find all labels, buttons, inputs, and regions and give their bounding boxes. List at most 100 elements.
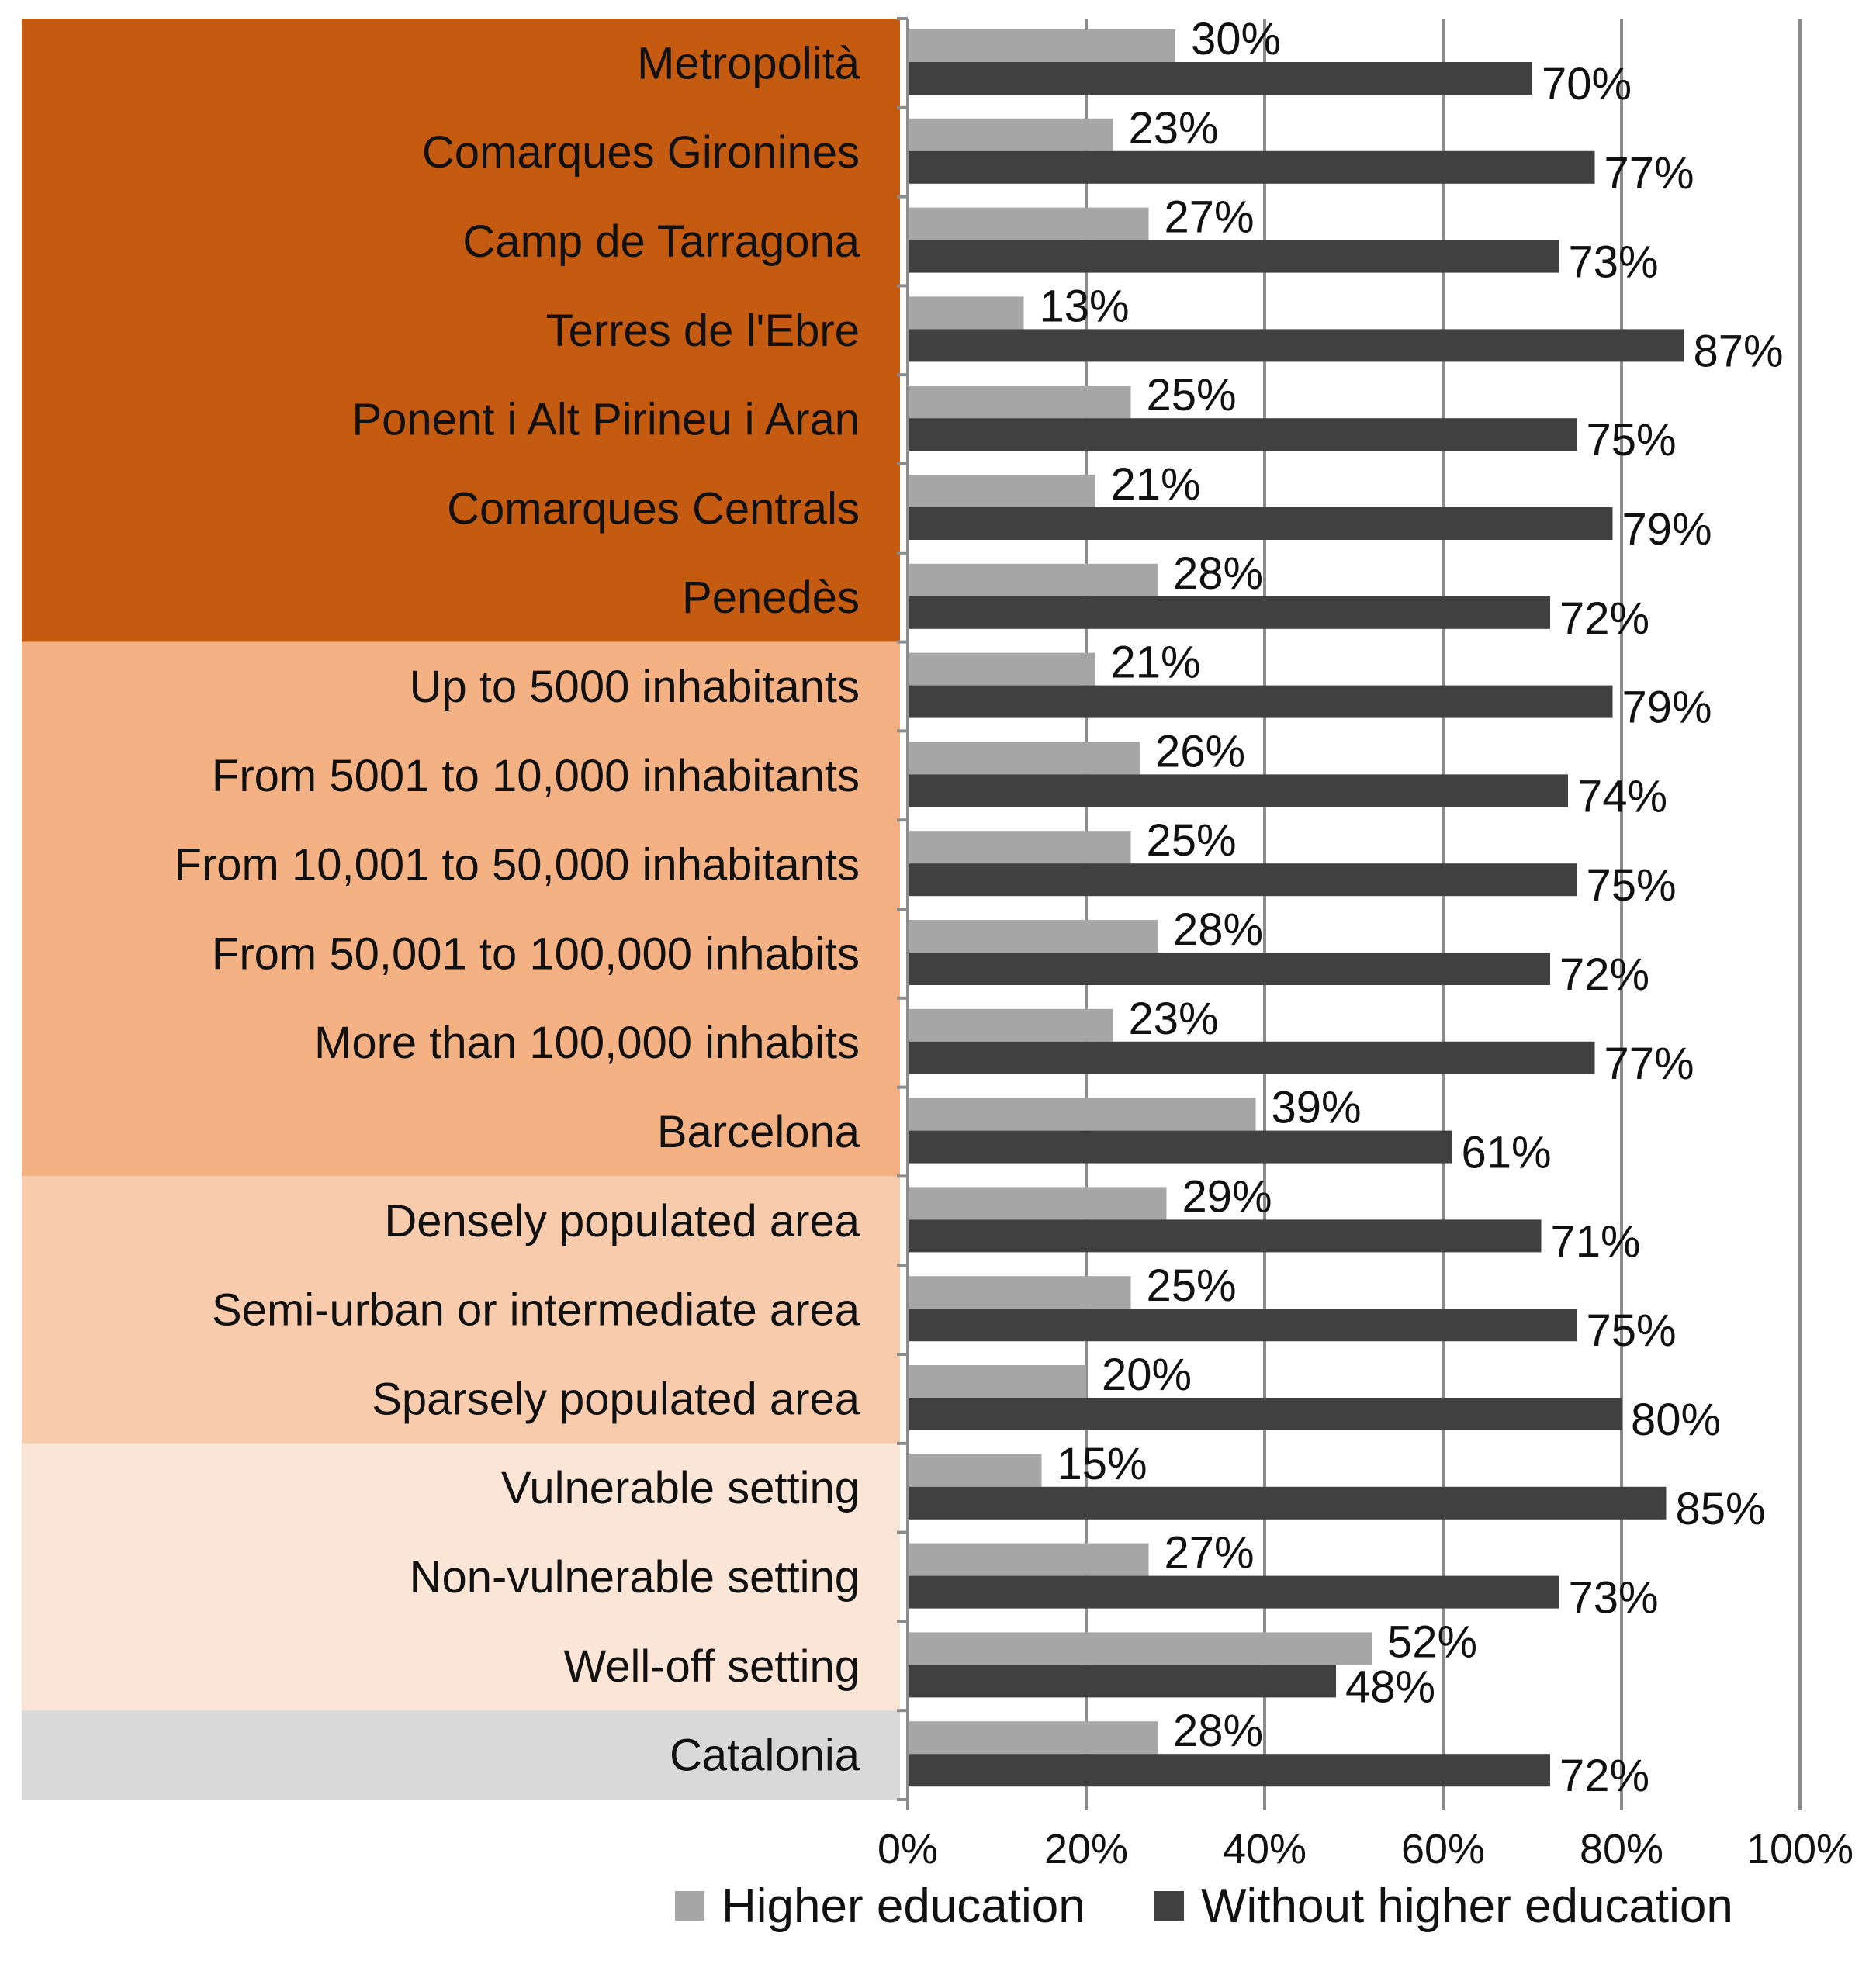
bar-higher-education <box>908 652 1095 686</box>
x-tick-label: 40% <box>1223 1826 1307 1872</box>
data-label-without-higher-education: 72% <box>1559 949 1649 1000</box>
data-label-higher-education: 27% <box>1165 192 1255 243</box>
data-label-higher-education: 23% <box>1129 994 1219 1044</box>
category-group-band <box>22 1443 900 1711</box>
bar-higher-education <box>908 1543 1149 1576</box>
x-tick-label: 0% <box>877 1826 938 1872</box>
bar-higher-education <box>908 296 1024 330</box>
data-label-higher-education: 13% <box>1040 281 1130 331</box>
category-label: From 10,001 to 50,000 inhabitants <box>175 840 860 890</box>
x-tick-label: 80% <box>1580 1826 1663 1872</box>
bar-higher-education <box>908 118 1113 151</box>
data-label-without-higher-education: 75% <box>1587 415 1677 465</box>
bar-higher-education <box>908 1365 1086 1398</box>
data-labels: 30% 70% 23% 77% 27% 73% 13% 87% 25% 75% 21% 79% 28% 7… <box>1040 14 1784 1801</box>
category-group-band <box>22 1710 900 1800</box>
category-label: Comarques Gironines <box>422 127 860 178</box>
bar-without-higher-education <box>908 685 1613 718</box>
category-label: Well-off setting <box>564 1641 860 1692</box>
data-label-higher-education: 39% <box>1272 1083 1362 1133</box>
data-label-higher-education: 27% <box>1165 1528 1255 1578</box>
bar-higher-education <box>908 831 1131 864</box>
data-label-higher-education: 28% <box>1173 904 1263 955</box>
data-label-higher-education: 52% <box>1387 1616 1477 1667</box>
legend-swatch <box>1154 1891 1184 1921</box>
category-labels: Metropolità Comarques Gironines Camp de Ta… <box>175 38 860 1780</box>
data-label-without-higher-education: 75% <box>1587 1305 1677 1356</box>
category-label: Comarques Centrals <box>447 483 860 534</box>
bar-higher-education <box>908 1454 1042 1487</box>
category-label: Barcelona <box>657 1107 860 1157</box>
data-label-without-higher-education: 87% <box>1694 326 1784 376</box>
bars <box>908 29 1684 1787</box>
data-label-without-higher-education: 73% <box>1569 237 1659 288</box>
category-label: Vulnerable setting <box>501 1463 860 1513</box>
bar-higher-education <box>908 475 1095 507</box>
bar-without-higher-education <box>908 953 1550 985</box>
data-label-without-higher-education: 75% <box>1587 860 1677 911</box>
bar-without-higher-education <box>908 507 1613 540</box>
data-label-higher-education: 28% <box>1173 1706 1263 1756</box>
data-label-without-higher-education: 80% <box>1631 1395 1721 1445</box>
data-label-without-higher-education: 79% <box>1622 683 1712 733</box>
bar-without-higher-education <box>908 596 1550 629</box>
bar-without-higher-education <box>908 240 1559 273</box>
bar-without-higher-education <box>908 1575 1559 1609</box>
bar-without-higher-education <box>908 1130 1452 1164</box>
x-tick-label: 20% <box>1044 1826 1128 1872</box>
category-label: Metropolità <box>637 38 860 88</box>
category-group-band <box>22 19 900 642</box>
data-label-without-higher-education: 85% <box>1676 1484 1766 1534</box>
bar-without-higher-education <box>908 1309 1577 1342</box>
data-label-without-higher-education: 71% <box>1551 1216 1641 1267</box>
category-label: Densely populated area <box>384 1196 860 1247</box>
category-group-band <box>22 641 900 1177</box>
category-label: More than 100,000 inhabits <box>314 1018 860 1068</box>
bar-higher-education <box>908 207 1149 240</box>
category-group-band <box>22 1176 900 1444</box>
category-label: Penedès <box>682 572 860 623</box>
bar-higher-education <box>908 1276 1131 1309</box>
category-label: Sparsely populated area <box>372 1374 860 1424</box>
x-tick-label: 100% <box>1746 1826 1854 1872</box>
data-label-higher-education: 21% <box>1111 638 1201 688</box>
legend-label: Without higher education <box>1201 1879 1733 1933</box>
category-label: Non-vulnerable setting <box>410 1552 860 1603</box>
bar-without-higher-education <box>908 863 1577 897</box>
bar-without-higher-education <box>908 1754 1550 1787</box>
legend-swatch <box>675 1891 704 1921</box>
bar-without-higher-education <box>908 1486 1667 1520</box>
data-label-higher-education: 26% <box>1155 726 1245 776</box>
bar-higher-education <box>908 29 1175 62</box>
data-label-higher-education: 30% <box>1191 14 1281 64</box>
y-axis <box>897 17 1802 1810</box>
data-label-without-higher-education: 70% <box>1542 59 1632 109</box>
data-label-higher-education: 25% <box>1147 370 1237 420</box>
data-label-without-higher-education: 73% <box>1569 1573 1659 1623</box>
bar-without-higher-education <box>908 62 1532 95</box>
category-label: Terres de l'Ebre <box>546 306 860 356</box>
data-label-without-higher-education: 61% <box>1462 1128 1552 1178</box>
bar-higher-education <box>908 1098 1256 1131</box>
category-label: Camp de Tarragona <box>462 216 860 267</box>
category-group-backgrounds <box>22 19 900 1800</box>
category-label: Up to 5000 inhabitants <box>410 662 860 712</box>
data-label-without-higher-education: 74% <box>1577 771 1667 821</box>
bar-higher-education <box>908 1008 1113 1042</box>
data-label-higher-education: 23% <box>1129 103 1219 154</box>
x-tick-labels: 0% 20% 40% 60% 80% 100% <box>877 1826 1854 1872</box>
data-label-without-higher-education: 72% <box>1559 593 1649 644</box>
data-label-higher-education: 28% <box>1173 548 1263 599</box>
bar-higher-education <box>908 1721 1158 1755</box>
category-label: Catalonia <box>670 1731 860 1781</box>
data-label-higher-education: 21% <box>1111 459 1201 510</box>
data-label-higher-education: 29% <box>1182 1171 1272 1222</box>
x-tick-label: 60% <box>1401 1826 1485 1872</box>
data-label-without-higher-education: 77% <box>1604 1039 1694 1089</box>
bar-without-higher-education <box>908 329 1684 362</box>
data-label-higher-education: 25% <box>1147 815 1237 866</box>
legend-label: Higher education <box>722 1879 1085 1933</box>
data-label-higher-education: 15% <box>1057 1439 1147 1489</box>
bar-without-higher-education <box>908 774 1568 807</box>
